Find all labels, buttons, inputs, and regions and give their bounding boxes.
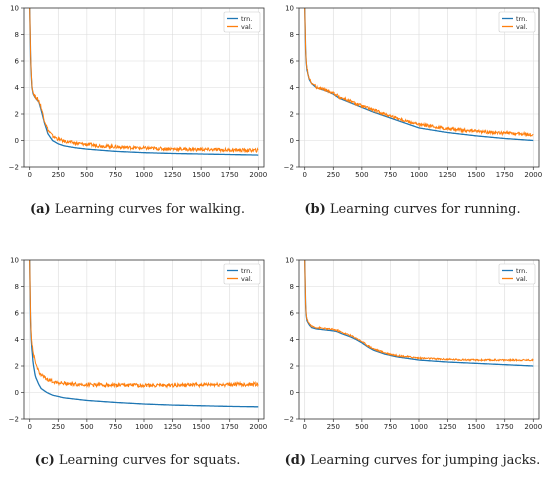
- y-tick-label: 10: [285, 5, 294, 13]
- caption-text: Learning curves for jumping jacks.: [306, 453, 541, 468]
- y-tick-label: −2: [9, 164, 19, 172]
- y-tick-label: 6: [290, 310, 295, 318]
- legend-label: trn.: [516, 15, 527, 23]
- chart-svg-walking: 0 250 500 750 1000 1250 1500 1750 2000 −2 0 2 4 6 8 10 t…: [9, 5, 268, 180]
- caption-text: Learning curves for running.: [325, 202, 521, 217]
- caption-running: (b) Learning curves for running.: [275, 202, 550, 217]
- chart-svg-jumping-jacks: 0 250 500 750 1000 1250 1500 1750 2000 −2 0 2 4 6 8 10 t…: [284, 257, 543, 432]
- y-tick-label: 4: [290, 336, 295, 344]
- x-tick-label: 2000: [524, 423, 542, 431]
- x-tick-label: 1000: [135, 171, 153, 179]
- x-tick-label: 1250: [164, 423, 182, 431]
- x-tick-label: 750: [109, 423, 122, 431]
- x-tick-label: 1250: [439, 171, 457, 179]
- x-tick-label: 1500: [467, 423, 485, 431]
- caption-text: Learning curves for squats.: [54, 453, 241, 468]
- legend-label: trn.: [241, 15, 252, 23]
- chart-panel-squats: 0 250 500 750 1000 1250 1500 1750 2000 −2 0 2 4 6 8 10 t…: [0, 252, 275, 489]
- y-tick-label: 8: [15, 283, 19, 291]
- caption-text: Learning curves for walking.: [50, 202, 246, 217]
- x-tick-label: 250: [327, 423, 340, 431]
- y-tick-label: 4: [15, 336, 20, 344]
- legend-label: val.: [516, 23, 528, 31]
- x-tick-label: 0: [27, 171, 31, 179]
- x-tick-label: 500: [355, 423, 368, 431]
- caption-jumping-jacks: (d) Learning curves for jumping jacks.: [275, 453, 550, 468]
- y-tick-label: 10: [285, 257, 294, 265]
- x-tick-label: 1750: [221, 171, 239, 179]
- x-tick-label: 500: [355, 171, 368, 179]
- x-tick-label: 1000: [410, 423, 428, 431]
- y-tick-label: 2: [15, 363, 19, 371]
- y-tick-label: 2: [290, 363, 294, 371]
- x-tick-label: 2000: [524, 171, 542, 179]
- x-tick-label: 2000: [249, 423, 267, 431]
- chart-svg-running: 0 250 500 750 1000 1250 1500 1750 2000 −2 0 2 4 6 8 10 t…: [284, 5, 543, 180]
- x-tick-label: 250: [52, 423, 65, 431]
- x-tick-label: 500: [80, 171, 93, 179]
- x-tick-label: 750: [384, 423, 397, 431]
- legend-label: val.: [241, 23, 253, 31]
- y-tick-label: 10: [10, 257, 19, 265]
- x-tick-label: 1500: [192, 171, 210, 179]
- x-tick-label: 250: [52, 171, 65, 179]
- series-line-val: [29, 260, 259, 389]
- series-line-trn: [304, 8, 534, 142]
- y-tick-label: 0: [290, 137, 294, 145]
- series-line-val: [304, 260, 534, 363]
- x-tick-label: 1500: [467, 171, 485, 179]
- caption-walking: (a) Learning curves for walking.: [0, 202, 275, 217]
- x-tick-label: 1500: [192, 423, 210, 431]
- x-tick-label: 750: [109, 171, 122, 179]
- x-tick-label: 2000: [249, 171, 267, 179]
- caption-tag: (d): [284, 453, 307, 468]
- y-tick-label: 2: [15, 111, 19, 119]
- series-line-trn: [29, 260, 259, 408]
- y-tick-label: −2: [9, 416, 19, 424]
- y-tick-label: 0: [290, 389, 294, 397]
- y-tick-label: 6: [15, 58, 20, 66]
- chart-panel-running: 0 250 500 750 1000 1250 1500 1750 2000 −2 0 2 4 6 8 10 t…: [275, 0, 550, 237]
- x-tick-label: 500: [80, 423, 93, 431]
- caption-tag: (a): [29, 202, 51, 217]
- x-tick-label: 0: [302, 423, 306, 431]
- series-line-trn: [29, 8, 259, 156]
- caption-squats: (c) Learning curves for squats.: [0, 453, 275, 468]
- x-tick-label: 1000: [135, 423, 153, 431]
- x-tick-label: 1250: [164, 171, 182, 179]
- caption-tag: (c): [34, 453, 55, 468]
- legend-label: trn.: [241, 267, 252, 275]
- x-tick-label: 0: [27, 423, 31, 431]
- chart-panel-walking: 0 250 500 750 1000 1250 1500 1750 2000 −2 0 2 4 6 8 10 t…: [0, 0, 275, 237]
- y-tick-label: −2: [284, 164, 294, 172]
- y-tick-label: 6: [15, 310, 20, 318]
- x-tick-label: 250: [327, 171, 340, 179]
- x-tick-label: 1750: [496, 423, 514, 431]
- caption-tag: (b): [304, 202, 326, 217]
- x-tick-label: 1750: [221, 423, 239, 431]
- legend-label: val.: [241, 275, 253, 283]
- y-tick-label: 0: [15, 137, 19, 145]
- legend-label: trn.: [516, 267, 527, 275]
- series-line-val: [29, 8, 259, 154]
- y-tick-label: 4: [290, 84, 295, 92]
- y-tick-label: −2: [284, 416, 294, 424]
- legend-label: val.: [516, 275, 528, 283]
- y-tick-label: 8: [290, 283, 294, 291]
- chart-panel-jumping-jacks: 0 250 500 750 1000 1250 1500 1750 2000 −2 0 2 4 6 8 10 t…: [275, 252, 550, 489]
- y-tick-label: 8: [290, 31, 294, 39]
- y-tick-label: 8: [15, 31, 19, 39]
- chart-svg-squats: 0 250 500 750 1000 1250 1500 1750 2000 −2 0 2 4 6 8 10 t…: [9, 257, 268, 432]
- x-tick-label: 0: [302, 171, 306, 179]
- y-tick-label: 6: [290, 58, 295, 66]
- y-tick-label: 4: [15, 84, 20, 92]
- y-tick-label: 10: [10, 5, 19, 13]
- y-tick-label: 2: [290, 111, 294, 119]
- series-line-val: [304, 8, 534, 138]
- x-tick-label: 1000: [410, 171, 428, 179]
- x-tick-label: 1250: [439, 423, 457, 431]
- x-tick-label: 750: [384, 171, 397, 179]
- y-tick-label: 0: [15, 389, 19, 397]
- x-tick-label: 1750: [496, 171, 514, 179]
